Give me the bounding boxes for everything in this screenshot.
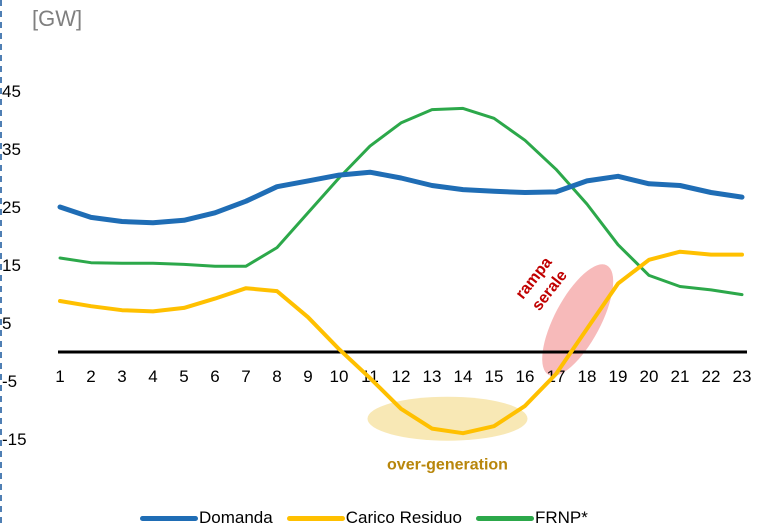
legend-label-domanda: Domanda [199,508,273,527]
x-tick-label: 23 [733,367,752,386]
x-tick-label: 12 [392,367,411,386]
y-tick-label: 5 [2,314,11,333]
left-dashed-border [0,0,2,528]
series-line-frnp [58,106,744,297]
legend-swatch-domanda [140,515,198,521]
y-tick-label: 15 [2,256,21,275]
y-tick-label: 45 [2,82,21,101]
x-tick-label: 7 [241,367,250,386]
y-tick-label: 25 [2,198,21,217]
x-tick-label: 2 [86,367,95,386]
x-tick-label: 14 [454,367,473,386]
x-tick-label: 9 [303,367,312,386]
x-tick-label: 15 [485,367,504,386]
legend-item-frnp: FRNP* [475,508,588,528]
legend-label-carico-residuo: Carico Residuo [345,508,462,527]
series-line-carico-residuo [58,249,744,436]
x-tick-label: 21 [671,367,690,386]
x-tick-label: 3 [117,367,126,386]
y-tick-label: -5 [2,372,17,391]
legend-swatch-frnp [475,515,534,521]
legend-label-frnp: FRNP* [534,508,588,527]
chart-legend: Domanda Carico Residuo FRNP* [140,508,602,528]
legend-item-domanda: Domanda [140,508,273,528]
x-tick-label: 19 [609,367,628,386]
x-tick-label: 1 [55,367,64,386]
ramp-highlight [542,264,614,376]
x-tick-label: 22 [702,367,721,386]
legend-swatch-carico-residuo [286,515,345,521]
y-tick-label: 35 [2,140,21,159]
x-tick-label: 6 [210,367,219,386]
x-tick-label: 18 [578,367,597,386]
x-tick-label: 4 [148,367,157,386]
x-tick-label: 20 [640,367,659,386]
x-tick-label: 16 [516,367,535,386]
x-tick-label: 13 [423,367,442,386]
y-tick-label: -15 [2,430,27,449]
x-tick-label: 5 [179,367,188,386]
y-axis-unit-label: [GW] [32,6,83,31]
x-tick-label: 8 [272,367,281,386]
series-line-domanda [57,169,745,226]
x-tick-label: 10 [330,367,349,386]
over-generation-label: over-generation [387,457,508,474]
legend-item-carico-residuo: Carico Residuo [286,508,462,528]
